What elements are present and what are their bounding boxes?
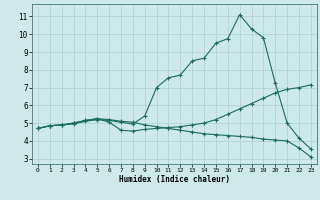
X-axis label: Humidex (Indice chaleur): Humidex (Indice chaleur)	[119, 175, 230, 184]
